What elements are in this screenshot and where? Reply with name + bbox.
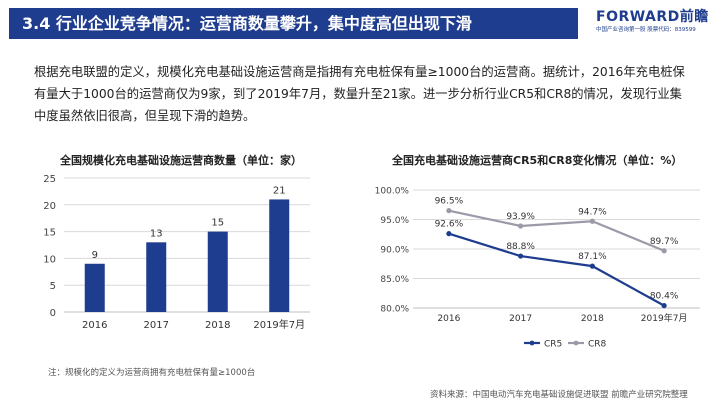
bar-2016 [84, 263, 105, 312]
title-accent [8, 8, 12, 39]
data-label-cr8: 96.5% [435, 197, 464, 207]
data-label-cr8: 89.7% [650, 237, 679, 247]
intro-paragraph: 根据充电联盟的定义，规模化充电基础设施运营商是指拥有充电桩保有量≥1000台的运… [34, 65, 685, 123]
point-cr5 [589, 263, 595, 269]
legend-marker-cr5 [529, 340, 535, 346]
data-label-cr5: 80.4% [650, 292, 679, 302]
bar-x-tick-label: 2018 [205, 320, 230, 331]
point-cr8 [661, 248, 667, 254]
data-label-cr5: 92.6% [435, 220, 464, 230]
point-cr8 [446, 208, 452, 214]
line-y-tick-label: 90.0% [380, 246, 409, 256]
bar-y-tick-label: 15 [43, 228, 56, 239]
bar-y-tick-label: 0 [50, 308, 56, 319]
line-y-tick-label: 80.0% [380, 305, 409, 315]
footnote: 注：规模化的定义为运营商拥有充电桩保有量≥1000台 [48, 368, 256, 378]
series-line-cr8 [448, 209, 665, 252]
bar-value-label: 21 [273, 185, 286, 196]
line-x-tick-label: 2016 [437, 314, 460, 324]
brand-logo: FORWARD前瞻 中国产业咨询第一股 股票代码：839599 [596, 9, 714, 39]
header: 3.4 行业企业竞争情况：运营商数量攀升，集中度高但出现下滑 FORWARD前瞻… [0, 0, 720, 44]
title-bar [8, 8, 578, 39]
page-title: 3.4 行业企业竞争情况：运营商数量攀升，集中度高但出现下滑 [22, 14, 472, 33]
data-label-cr8: 93.9% [506, 212, 535, 222]
logo-subtitle: 中国产业咨询第一股 股票代码：839599 [596, 27, 696, 33]
data-label-cr5: 88.8% [506, 242, 535, 252]
bar-x-tick-label: 2016 [82, 320, 107, 331]
bar-x-tick-label: 2019年7月 [253, 318, 305, 331]
source-note: 资料来源：中国电动汽车充电基础设施促进联盟 前瞻产业研究院整理 [430, 390, 688, 400]
line-y-tick-label: 95.0% [380, 216, 409, 226]
data-label-cr5: 87.1% [578, 252, 607, 262]
point-cr5 [518, 253, 524, 259]
bar-chart-title: 全国规模化充电基础设施运营商数量（单位：家） [60, 154, 302, 167]
bar-y-tick-label: 20 [43, 201, 56, 212]
logo-wordmark: FORWARD前瞻 [596, 9, 709, 25]
point-cr8 [518, 223, 524, 229]
bar-y-tick-label: 5 [50, 281, 56, 292]
bar-value-label: 9 [92, 250, 98, 261]
bar-x-tick-label: 2017 [144, 320, 169, 331]
legend-marker-cr8 [573, 340, 579, 346]
bar-2019年7月 [269, 199, 290, 312]
point-cr5 [446, 231, 452, 237]
line-x-tick-label: 2017 [509, 314, 532, 324]
bar-y-tick-label: 10 [43, 254, 56, 265]
legend-label-cr5: CR5 [544, 340, 562, 350]
bar-value-label: 15 [211, 218, 224, 229]
bar-2017 [146, 242, 167, 312]
legend-label-cr8: CR8 [588, 340, 607, 350]
bar-value-label: 13 [150, 228, 163, 239]
bar-y-tick-label: 25 [43, 174, 56, 185]
line-x-tick-label: 2018 [581, 314, 604, 324]
data-label-cr8: 94.7% [578, 207, 607, 217]
line-y-tick-label: 100.0% [375, 187, 410, 197]
series-line-cr5 [448, 232, 665, 307]
line-y-tick-label: 85.0% [380, 275, 409, 285]
line-chart-title: 全国充电基础设施运营商CR5和CR8变化情况（单位：%） [392, 154, 683, 167]
point-cr8 [589, 218, 595, 224]
bar-2018 [207, 231, 228, 312]
point-cr5 [661, 303, 667, 309]
line-x-tick-label: 2019年7月 [641, 312, 688, 324]
